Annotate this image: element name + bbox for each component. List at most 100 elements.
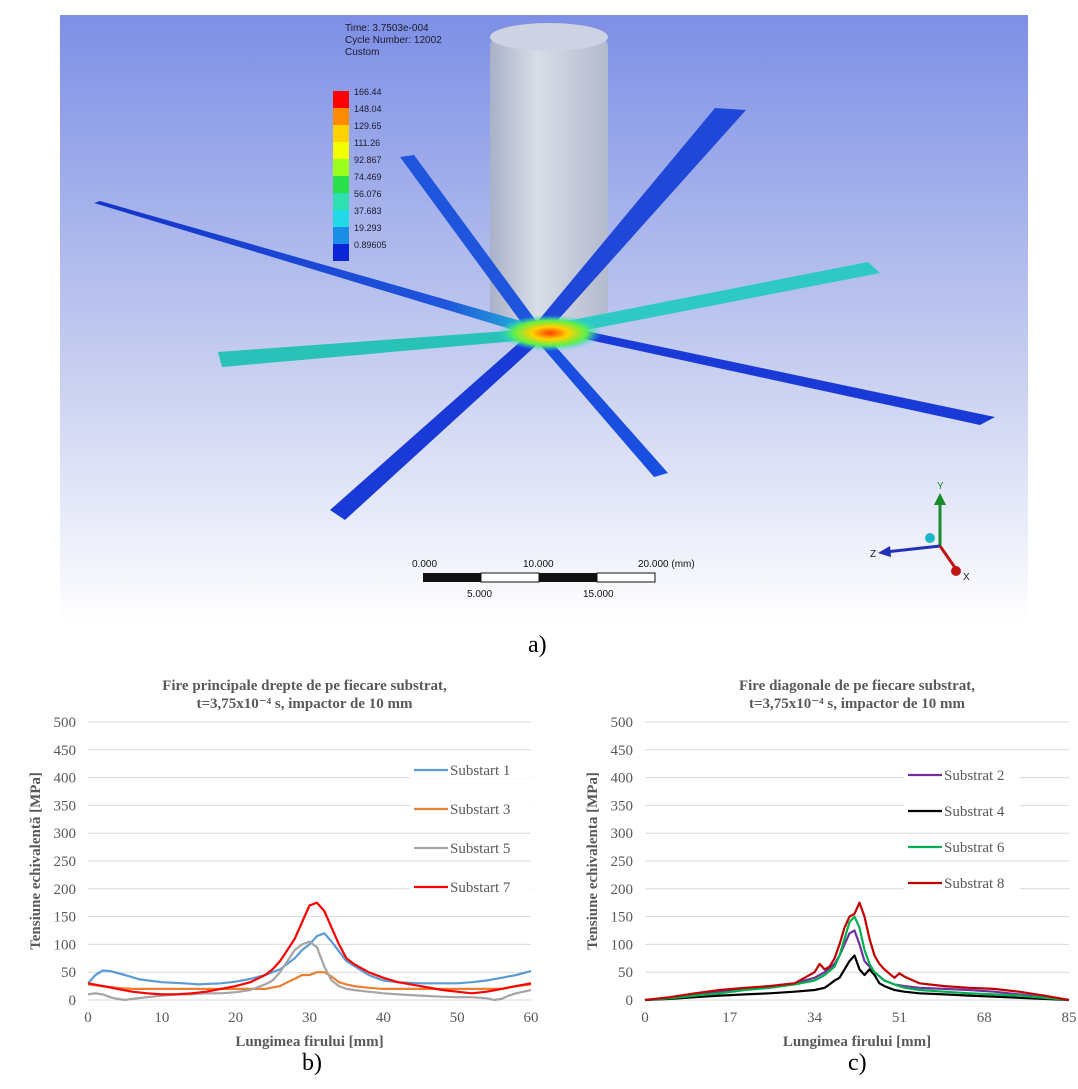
x-tick-label: 68 <box>977 1010 992 1026</box>
y-axis-label: Tensiune echivalentă [MPa] <box>28 772 44 950</box>
triad-label-x: X <box>963 572 970 583</box>
y-tick-label: 500 <box>611 715 634 731</box>
legend-entry: Substart 7 <box>450 880 511 896</box>
x-tick-label: 60 <box>524 1010 539 1026</box>
y-tick-label: 350 <box>611 798 634 814</box>
legend-swatch <box>333 176 349 193</box>
legend-value: 166.44 <box>354 87 382 97</box>
legend-background <box>904 835 1020 855</box>
legend-swatch <box>333 227 349 244</box>
y-tick-label: 50 <box>61 965 76 981</box>
y-tick-label: 0 <box>626 993 634 1009</box>
x-tick-label: 0 <box>84 1010 92 1026</box>
legend-value: 92.867 <box>354 155 382 165</box>
sim-time: Time: 3.7503e-004 <box>345 23 429 34</box>
y-tick-label: 400 <box>611 771 634 787</box>
scale-label-5: 5.000 <box>467 589 492 600</box>
legend-swatch <box>333 210 349 227</box>
wire-top-diag <box>400 155 545 337</box>
impactor-cylinder <box>490 23 608 320</box>
chart-title: t=3,75x10⁻⁴ s, impactor de 10 mm <box>196 696 413 712</box>
caption-b: b) <box>302 1050 322 1076</box>
triad-label-z: Z <box>870 549 876 560</box>
y-tick-label: 150 <box>54 910 77 926</box>
legend-value: 56.076 <box>354 189 382 199</box>
chart-b: Fire principale drepte de pe fiecare sub… <box>28 678 539 1050</box>
legend-entry: Substrat 4 <box>944 804 1005 820</box>
y-tick-label: 0 <box>69 993 77 1009</box>
legend-background <box>410 875 530 895</box>
legend-entry: Substart 5 <box>450 841 510 857</box>
wire-bottom-diag <box>530 331 668 477</box>
y-tick-label: 200 <box>611 882 634 898</box>
y-tick-label: 450 <box>54 743 77 759</box>
x-tick-label: 85 <box>1062 1010 1077 1026</box>
series-line <box>87 932 532 986</box>
series-line <box>87 901 532 996</box>
scale-label-10: 10.000 <box>523 559 554 570</box>
legend-value: 37.683 <box>354 206 382 216</box>
wire-lower-left <box>330 333 542 520</box>
legend-background <box>410 758 530 778</box>
series-line <box>644 954 1070 1002</box>
simulation-header: Time: 3.7503e-004 Cycle Number: 12002 Cu… <box>345 23 442 59</box>
scale-label-15: 15.000 <box>583 589 614 600</box>
axis-triad: Y Z X <box>870 481 970 583</box>
y-tick-label: 250 <box>611 854 634 870</box>
series-line <box>87 971 532 990</box>
x-tick-label: 20 <box>228 1010 243 1026</box>
y-tick-label: 200 <box>54 882 77 898</box>
chart-title: t=3,75x10⁻⁴ s, impactor de 10 mm <box>749 696 966 712</box>
legend-background <box>904 871 1020 891</box>
x-axis-label: Lungimea firului [mm] <box>783 1034 931 1050</box>
x-axis-label: Lungimea firului [mm] <box>235 1034 383 1050</box>
y-tick-label: 150 <box>611 910 634 926</box>
legend-value: 19.293 <box>354 223 382 233</box>
legend-entry: Substrat 8 <box>944 876 1004 892</box>
legend-swatch <box>333 142 349 159</box>
y-tick-label: 300 <box>54 826 77 842</box>
legend-swatch <box>333 91 349 108</box>
wire-green-right <box>526 262 880 341</box>
wires <box>94 108 995 520</box>
legend-swatch <box>333 108 349 125</box>
y-tick-label: 400 <box>54 771 77 787</box>
x-tick-label: 30 <box>302 1010 317 1026</box>
scale-bar: 0.000 10.000 20.000 (mm) 5.000 15.000 <box>412 559 695 600</box>
y-tick-label: 100 <box>611 937 634 953</box>
legend-value: 111.26 <box>354 138 380 148</box>
chart-title: Fire diagonale de pe fiecare substrat, <box>739 678 975 694</box>
color-legend: 166.44 148.04 129.65 111.26 92.867 74.469 56.0… <box>333 87 387 261</box>
y-tick-label: 500 <box>54 715 77 731</box>
legend-value: 0.89605 <box>354 240 387 250</box>
impact-zone <box>498 315 602 351</box>
caption-c: c) <box>848 1050 867 1076</box>
x-tick-label: 50 <box>450 1010 465 1026</box>
x-tick-label: 17 <box>722 1010 738 1026</box>
wire-upper-right <box>528 108 746 340</box>
series-line <box>644 915 1070 1002</box>
legend-swatch <box>333 244 349 261</box>
simulation-canvas: 166.44 148.04 129.65 111.26 92.867 74.469 56.0… <box>60 15 1028 623</box>
x-tick-label: 10 <box>154 1010 169 1026</box>
x-tick-label: 51 <box>892 1010 907 1026</box>
legend-background <box>410 797 530 817</box>
y-tick-label: 50 <box>618 965 633 981</box>
y-tick-label: 450 <box>611 743 634 759</box>
y-tick-label: 300 <box>611 826 634 842</box>
simulation-view: 166.44 148.04 129.65 111.26 92.867 74.469 56.0… <box>60 15 1028 623</box>
wire-right-long <box>530 321 995 425</box>
triad-label-y: Y <box>937 481 944 492</box>
scale-label-0: 0.000 <box>412 559 437 570</box>
y-axis-label: Tensiune echivalenta [MPa] <box>585 772 601 950</box>
wire-left-long <box>94 201 535 335</box>
y-tick-label: 100 <box>54 937 77 953</box>
legend-swatch <box>333 193 349 210</box>
legend-background <box>904 799 1020 819</box>
legend-value: 74.469 <box>354 172 382 182</box>
caption-a: a) <box>528 632 547 658</box>
x-tick-label: 40 <box>376 1010 391 1026</box>
legend-entry: Substrat 6 <box>944 840 1005 856</box>
y-tick-label: 350 <box>54 798 77 814</box>
y-tick-label: 250 <box>54 854 77 870</box>
